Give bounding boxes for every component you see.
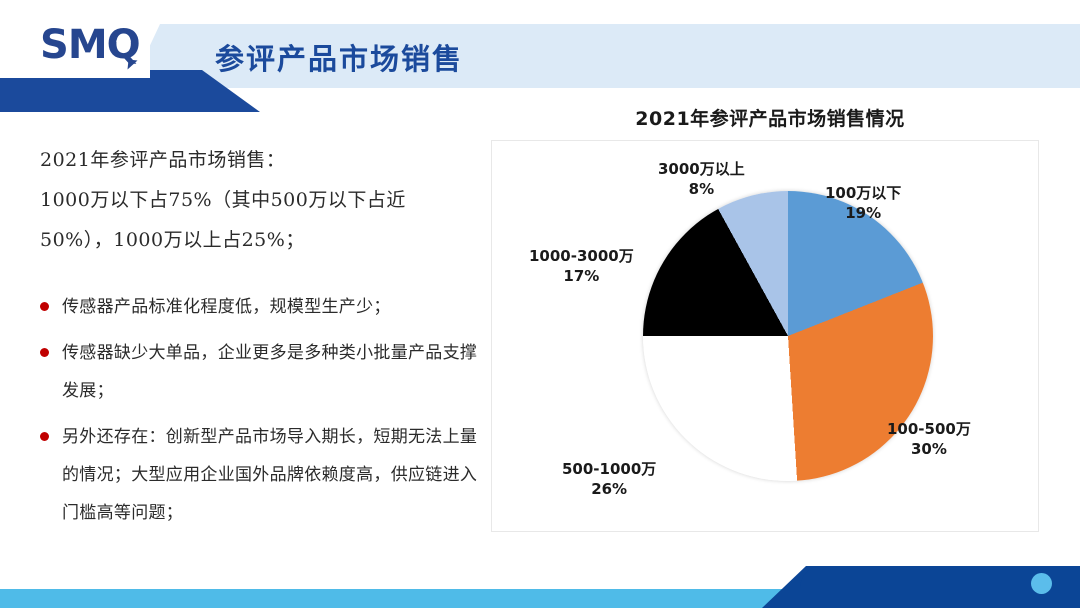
logo-speech-bubble-q-icon: Q: [107, 25, 141, 71]
lead-paragraph: 2021年参评产品市场销售： 1000万以下占75%（其中500万以下占近 50…: [40, 140, 485, 260]
pie-label-2-value: 26%: [591, 480, 628, 498]
lead-line-2: 1000万以下占75%（其中500万以下占近: [40, 189, 406, 211]
bullet-list: 传感器产品标准化程度低，规模型生产少； 传感器缺少大单品，企业更多是多种类小批量…: [40, 288, 485, 532]
bullet-dot-icon: [40, 348, 49, 357]
logo-bubble-tail-icon: [127, 59, 138, 71]
bullet-dot-icon: [40, 302, 49, 311]
pie-label-4-value: 8%: [688, 180, 715, 198]
logo-letter-s: S: [40, 22, 69, 68]
pie-label-3-name: 1000-3000万: [529, 247, 634, 265]
left-content-column: 2021年参评产品市场销售： 1000万以下占75%（其中500万以下占近 50…: [40, 140, 485, 540]
list-item-label: 传感器缺少大单品，企业更多是多种类小批量产品支撑发展；: [62, 343, 478, 401]
pie-slice-layer: [643, 191, 933, 481]
pie-label-2: 500-1000万 26%: [562, 459, 656, 499]
page-title: 参评产品市场销售: [215, 44, 464, 76]
pie-label-1: 100-500万 30%: [887, 419, 971, 459]
header-band: [130, 24, 1080, 88]
lead-line-1: 2021年参评产品市场销售：: [40, 149, 286, 171]
pie-label-1-value: 30%: [910, 440, 947, 458]
pie-label-3: 1000-3000万 17%: [529, 246, 634, 286]
list-item: 传感器缺少大单品，企业更多是多种类小批量产品支撑发展；: [40, 334, 485, 410]
pie-chart: [643, 191, 933, 481]
footer-navy-bar: [800, 566, 1080, 608]
chart-title: 2021年参评产品市场销售情况: [635, 108, 905, 130]
pie-label-0-name: 100万以下: [825, 184, 902, 202]
pie-label-1-name: 100-500万: [887, 420, 971, 438]
list-item-label: 另外还存在：创新型产品市场导入期长，短期无法上量的情况；大型应用企业国外品牌依赖…: [62, 427, 478, 523]
slide-header: S M Q 参评产品市场销售: [0, 0, 1080, 112]
footer-dot-icon: [1031, 573, 1052, 594]
pie-label-4-name: 3000万以上: [658, 160, 745, 178]
lead-line-3: 50%），1000万以上占25%；: [40, 229, 305, 251]
bullet-dot-icon: [40, 432, 49, 441]
logo-smile-icon: [115, 39, 131, 47]
list-item-label: 传感器产品标准化程度低，规模型生产少；: [62, 297, 391, 317]
list-item: 另外还存在：创新型产品市场导入期长，短期无法上量的情况；大型应用企业国外品牌依赖…: [40, 418, 485, 532]
pie-label-0: 100万以下 19%: [825, 183, 901, 223]
list-item: 传感器产品标准化程度低，规模型生产少；: [40, 288, 485, 326]
smq-logo: S M Q: [40, 20, 150, 71]
pie-label-4: 3000万以上 8%: [658, 159, 745, 199]
pie-chart-panel: 100万以下 19% 100-500万 30% 500-1000万 26% 10…: [491, 140, 1039, 532]
pie-label-3-value: 17%: [563, 267, 600, 285]
logo-letter-m: M: [67, 22, 108, 68]
pie-label-2-name: 500-1000万: [562, 460, 657, 478]
pie-label-0-value: 19%: [845, 204, 882, 222]
